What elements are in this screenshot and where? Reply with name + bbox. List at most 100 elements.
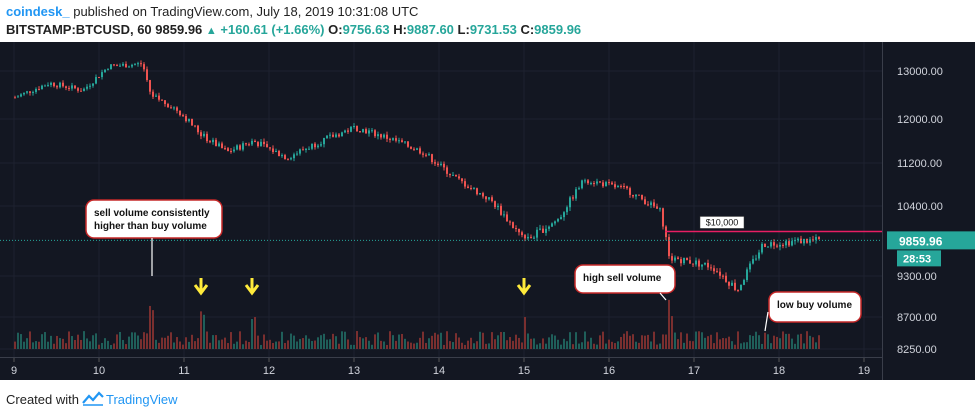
volume-bar: [320, 335, 322, 349]
candle-body: [617, 185, 619, 188]
candle-body: [374, 130, 376, 137]
volume-bar: [593, 343, 595, 349]
volume-bar: [128, 336, 130, 349]
candle-body: [182, 115, 184, 117]
candle-body: [281, 155, 283, 157]
candle-body: [260, 141, 262, 147]
candle-body: [197, 125, 199, 133]
time-axis[interactable]: 9 10 11 12 13 14 15 16 17 18 19: [0, 357, 882, 380]
volume-bar: [653, 331, 655, 349]
annotation-text: higher than buy volume: [94, 221, 207, 232]
chart-canvas[interactable]: $10,000 sell volume consistently higher th…: [0, 42, 882, 357]
candle-body: [137, 63, 139, 65]
candle-body: [47, 84, 49, 86]
candle-body: [230, 151, 232, 153]
candle-body: [557, 219, 559, 222]
candle-body: [500, 205, 502, 215]
chart-header: coindesk_ published on TradingView.com, …: [0, 0, 975, 42]
volume-bar: [89, 341, 91, 349]
candle-body: [170, 107, 172, 109]
candle-body: [647, 204, 649, 206]
volume-bar: [131, 332, 133, 349]
candle-body: [539, 228, 541, 230]
volume-bar: [476, 341, 478, 349]
candle-body: [365, 129, 367, 134]
volume-bar: [455, 333, 457, 349]
volume-bar: [245, 340, 247, 349]
volume-bar: [272, 342, 274, 349]
volume-bar: [815, 342, 817, 349]
volume-bar: [218, 340, 220, 349]
volume-bar: [443, 344, 445, 349]
volume-bar: [719, 339, 721, 349]
candle-body: [368, 130, 370, 134]
candle-body: [263, 141, 265, 145]
candle-body: [266, 144, 268, 148]
candle-body: [41, 85, 43, 90]
candle-body: [782, 244, 784, 246]
volume-bar: [62, 338, 64, 349]
volume-bar: [137, 335, 139, 349]
candle-body: [743, 280, 745, 285]
volume-bar: [356, 331, 358, 349]
candle-body: [740, 284, 742, 291]
volume-bar: [41, 334, 43, 349]
candle-body: [125, 63, 127, 68]
candle-body: [527, 236, 529, 239]
volume-bar: [641, 335, 643, 349]
candle-body: [785, 241, 787, 246]
candle-body: [326, 135, 328, 139]
candle-body: [383, 134, 385, 138]
volume-bar: [737, 331, 739, 349]
candle-body: [80, 90, 82, 92]
candle-body: [752, 259, 754, 264]
tradingview-link[interactable]: TradingView: [106, 392, 178, 407]
candle-body: [749, 263, 751, 270]
candle-body: [20, 94, 22, 97]
time-tick-label: 19: [858, 365, 870, 377]
annotation-box: [85, 199, 223, 239]
volume-bar: [368, 340, 370, 349]
volume-bar: [410, 342, 412, 349]
level-label: $10,000: [706, 217, 739, 227]
volume-bar: [119, 331, 121, 349]
open-label: O:: [328, 22, 343, 37]
candle-body: [245, 143, 247, 145]
volume-bar: [323, 333, 325, 349]
candle-body: [572, 197, 574, 199]
candle-body: [551, 223, 553, 227]
countdown-text: 28:53: [903, 253, 931, 265]
volume-bar: [755, 331, 757, 349]
volume-bar: [155, 339, 157, 349]
volume-bar: [668, 299, 670, 349]
volume-bar: [614, 343, 616, 349]
volume-bar: [764, 332, 766, 349]
candle-body: [107, 69, 109, 71]
volume-bar: [584, 331, 586, 349]
candle-body: [569, 197, 571, 208]
volume-bar: [236, 341, 238, 349]
candle-body: [131, 64, 133, 67]
candle-body: [416, 148, 418, 150]
candle-body: [722, 275, 724, 277]
volume-bar: [698, 331, 700, 349]
volume-bar: [770, 343, 772, 349]
candle-body: [563, 212, 565, 218]
candle-body: [815, 237, 817, 240]
volume-bar: [227, 343, 229, 349]
volume-bar: [773, 335, 775, 349]
volume-bar: [650, 341, 652, 349]
author-brand[interactable]: coindesk_: [6, 4, 70, 19]
volume-bar: [203, 314, 205, 349]
volume-bar: [341, 331, 343, 349]
volume-bar: [587, 341, 589, 349]
candle-body: [56, 86, 58, 88]
volume-bar: [293, 335, 295, 349]
chart-area[interactable]: $10,000 sell volume consistently higher th…: [0, 42, 975, 380]
candle-body: [293, 154, 295, 159]
candle-body: [473, 188, 475, 190]
price-axis[interactable]: 13000.00 12000.00 11200.00 10400.00 9300.00 8…: [882, 42, 975, 380]
candle-body: [644, 199, 646, 205]
volume-bar: [458, 337, 460, 349]
candle-body: [116, 65, 118, 67]
